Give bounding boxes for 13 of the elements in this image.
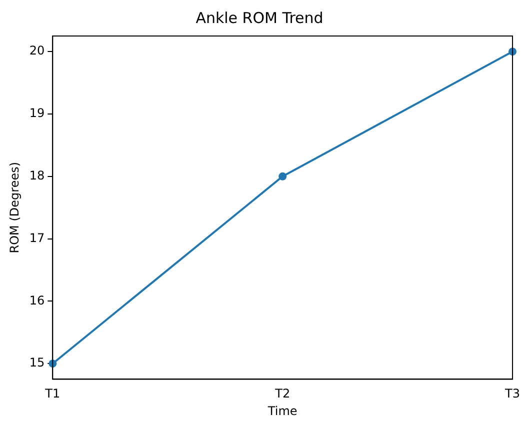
y-tick-label: 20 <box>29 44 45 58</box>
y-tick-label: 19 <box>29 106 45 120</box>
y-tick-label: 18 <box>29 168 45 183</box>
point <box>278 172 287 180</box>
x-tick-label: T3 <box>504 386 520 401</box>
x-tick-label: T2 <box>274 386 290 401</box>
y-tick-label: 17 <box>29 230 45 245</box>
y-axis-title: ROM (Degrees) <box>7 162 22 254</box>
y-tick-label: 15 <box>29 356 45 370</box>
chart-title: Ankle ROM Trend <box>196 8 324 27</box>
x-tick-label: T1 <box>44 386 60 401</box>
y-tick-label: 16 <box>29 293 45 308</box>
x-axis-title: Time <box>266 404 298 418</box>
